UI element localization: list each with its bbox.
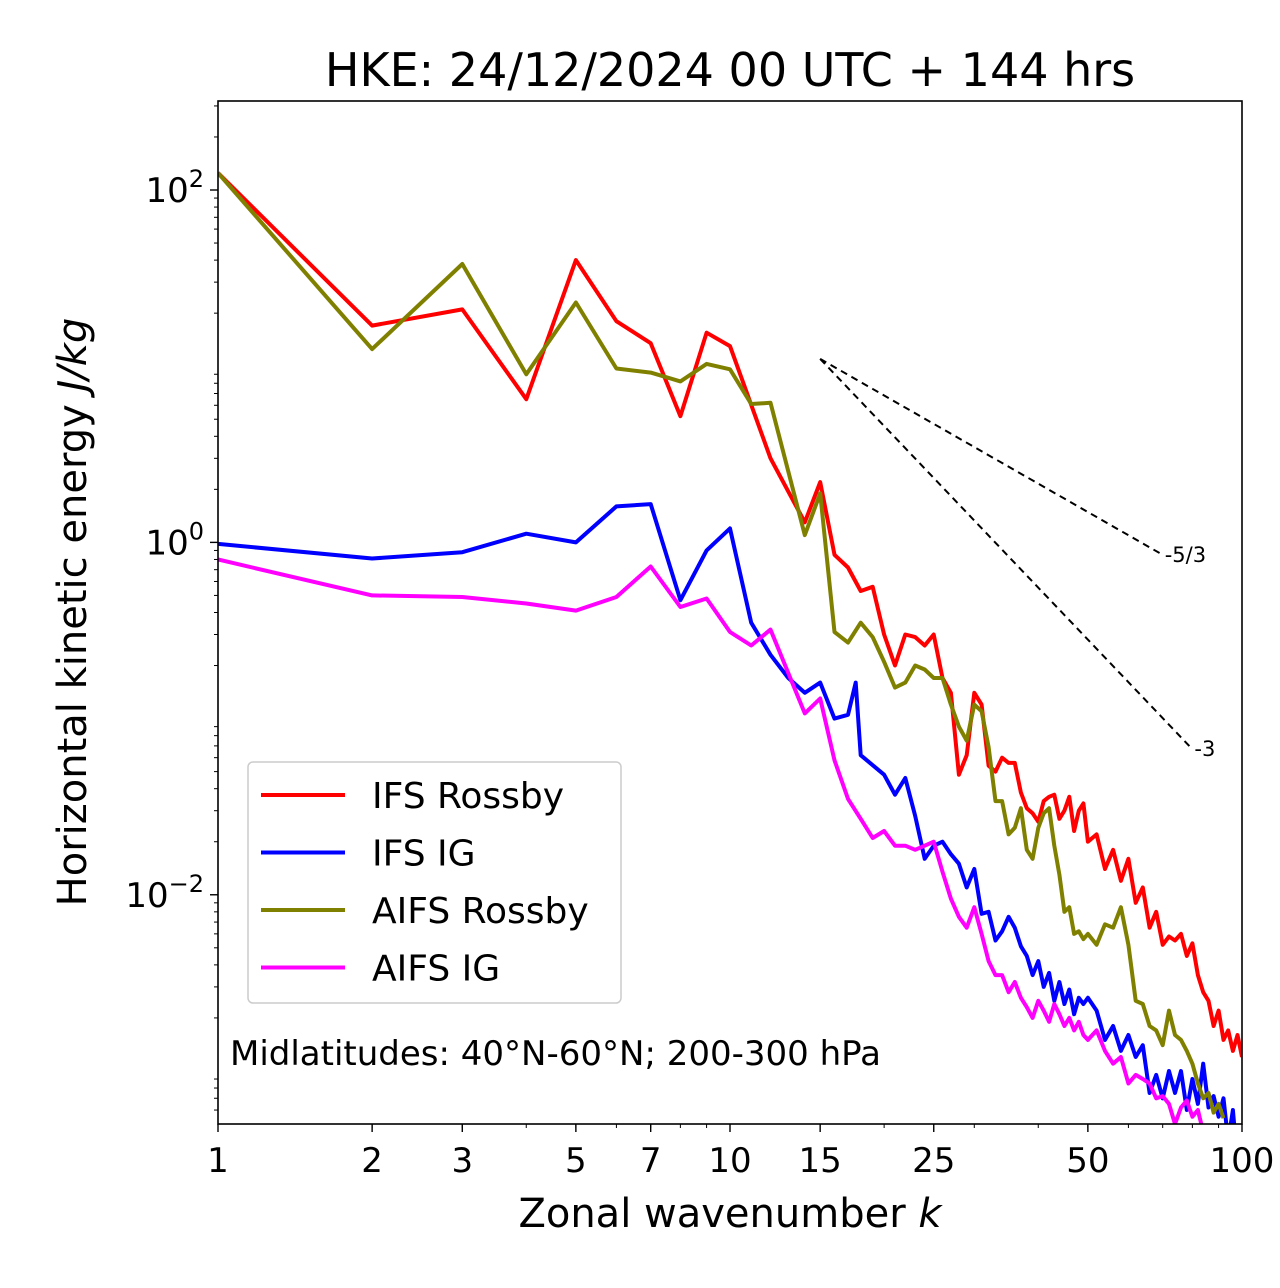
y-axis-label-text: Horizontal kinetic energy: [50, 404, 96, 906]
x-tick-label-1: 1: [207, 1141, 229, 1181]
legend-label-2: AIFS Rossby: [372, 891, 589, 932]
legend-box: [247, 761, 622, 1004]
region-annotation: Midlatitudes: 40°N-60°N; 200-300 hPa: [230, 1034, 881, 1074]
y-tick-label-base: 10: [145, 523, 188, 563]
plot-series: [218, 171, 1242, 1124]
reference-slope-label-0: -5/3: [1165, 543, 1206, 567]
y-tick-label-exponent: 2: [189, 165, 204, 193]
series-line-aifs-ig: [218, 557, 1204, 1124]
legend: IFS Rossby IFS IG AIFS Rossby AIFS IG: [247, 761, 622, 1004]
reference-slope-line-1: [819, 358, 1194, 750]
y-tick-label-0: 102: [145, 165, 204, 211]
legend-label-0: IFS Rossby: [372, 776, 564, 817]
x-axis-label: Zonal wavenumber k: [518, 1191, 943, 1237]
y-tick-label-2: 10−2: [125, 870, 204, 916]
x-tick-label-3: 3: [451, 1141, 473, 1181]
x-tick-label-7: 7: [640, 1141, 662, 1181]
x-tick-label-15: 15: [799, 1141, 842, 1181]
x-tick-label-2: 2: [361, 1141, 383, 1181]
y-tick-label-exponent: 0: [189, 517, 204, 545]
x-tick-label-100: 100: [1210, 1141, 1275, 1181]
series-line-ifs-rossby: [218, 171, 1242, 1058]
y-axis-label: Horizontal kinetic energy J/kg: [50, 318, 96, 907]
y-tick-label-base: 10: [125, 876, 168, 916]
x-axis-label-variable: k: [918, 1191, 943, 1237]
reference-slope-label-1: -3: [1194, 737, 1215, 761]
x-tick-label-5: 5: [565, 1141, 587, 1181]
reference-slope-line-0: [819, 358, 1164, 556]
y-axis-label-unit: J/kg: [50, 318, 96, 399]
x-tick-label-25: 25: [912, 1141, 955, 1181]
y-tick-label-1: 100: [145, 517, 204, 563]
y-tick-label-base: 10: [145, 171, 188, 211]
x-tick-label-50: 50: [1066, 1141, 1109, 1181]
plot-area-frame: [217, 100, 1243, 1125]
y-tick-label-exponent: −2: [169, 870, 204, 898]
series-line-aifs-rossby: [218, 171, 1226, 1119]
x-axis-label-text: Zonal wavenumber: [518, 1191, 906, 1237]
x-tick-label-10: 10: [708, 1141, 751, 1181]
legend-label-3: AIFS IG: [372, 949, 500, 990]
legend-label-1: IFS IG: [372, 834, 476, 875]
reference-slopes: -5/3 -3: [819, 358, 1215, 761]
chart-title: HKE: 24/12/2024 00 UTC + 144 hrs: [325, 43, 1135, 97]
